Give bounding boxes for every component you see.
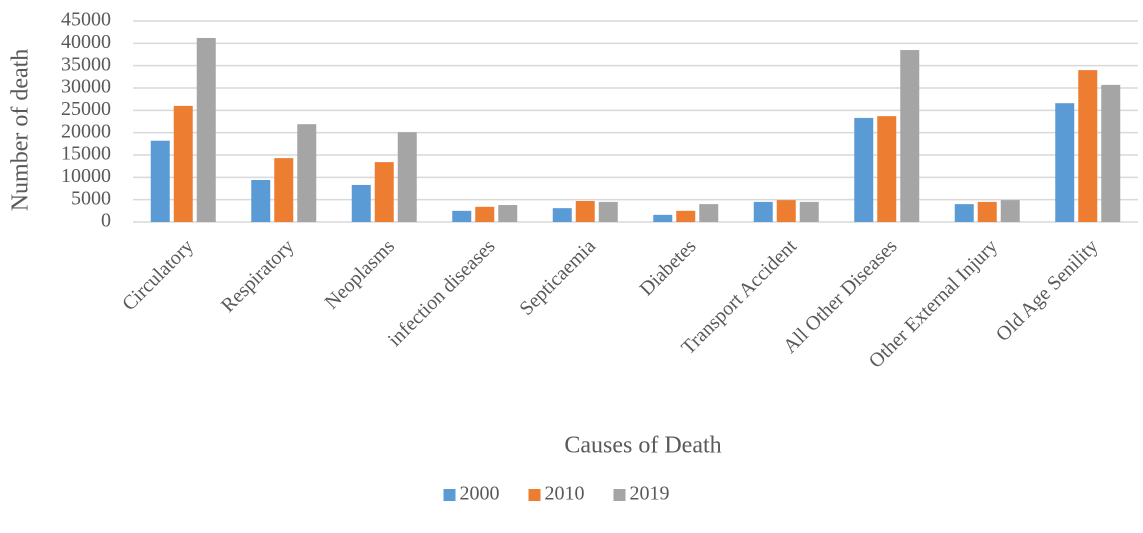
legend-swatch xyxy=(443,489,456,501)
bar xyxy=(776,200,796,222)
legend-swatch xyxy=(528,489,541,501)
legend-swatch xyxy=(613,489,626,501)
x-tick-label: Circulatory xyxy=(118,235,198,315)
bar xyxy=(150,140,170,222)
bar xyxy=(251,180,271,222)
bar xyxy=(1055,103,1075,222)
x-tick-label: Old Age Senility xyxy=(992,235,1103,346)
bar xyxy=(475,206,495,222)
bar xyxy=(274,158,294,222)
y-tick-label: 10000 xyxy=(61,165,111,187)
y-tick-label: 15000 xyxy=(61,143,111,165)
y-tick-label: 0 xyxy=(101,210,111,232)
bar xyxy=(900,50,920,223)
y-tick-label: 30000 xyxy=(61,76,111,98)
x-tick-label: Respiratory xyxy=(217,235,299,317)
legend-label: 2019 xyxy=(630,483,670,505)
y-axis-title: Number of death xyxy=(8,49,34,212)
x-tick-label: Septicaemia xyxy=(515,235,600,320)
y-tick-label: 25000 xyxy=(61,98,111,120)
bar xyxy=(575,201,595,222)
x-axis-title: Causes of Death xyxy=(564,433,721,459)
bar xyxy=(297,124,317,222)
y-tick-label: 5000 xyxy=(71,187,111,209)
bar xyxy=(954,204,974,222)
bar xyxy=(598,201,618,222)
bar xyxy=(699,204,719,222)
bar xyxy=(1101,84,1121,222)
y-tick-label: 20000 xyxy=(61,120,111,142)
bar xyxy=(799,201,819,222)
bar xyxy=(552,208,572,222)
bar xyxy=(374,162,394,222)
bar xyxy=(351,184,371,222)
bar xyxy=(854,117,874,222)
bar xyxy=(498,205,518,222)
bar xyxy=(753,201,773,222)
bar xyxy=(173,105,193,222)
y-tick-label: 45000 xyxy=(61,9,111,31)
bar xyxy=(1078,70,1098,222)
bar xyxy=(877,116,897,222)
x-tick-label: Neoplasms xyxy=(321,235,400,314)
bar xyxy=(452,210,472,222)
y-tick-label: 35000 xyxy=(61,53,111,75)
bar xyxy=(196,37,216,223)
legend-label: 2010 xyxy=(545,483,585,505)
bar xyxy=(653,214,673,222)
y-tick-label: 40000 xyxy=(61,31,111,53)
x-tick-label: infection diseases xyxy=(384,235,500,351)
bar xyxy=(1000,200,1020,222)
x-tick-label: Diabetes xyxy=(635,235,700,300)
legend-label: 2000 xyxy=(460,483,500,505)
bar xyxy=(977,201,997,222)
bar xyxy=(676,210,696,222)
bar xyxy=(397,132,417,222)
